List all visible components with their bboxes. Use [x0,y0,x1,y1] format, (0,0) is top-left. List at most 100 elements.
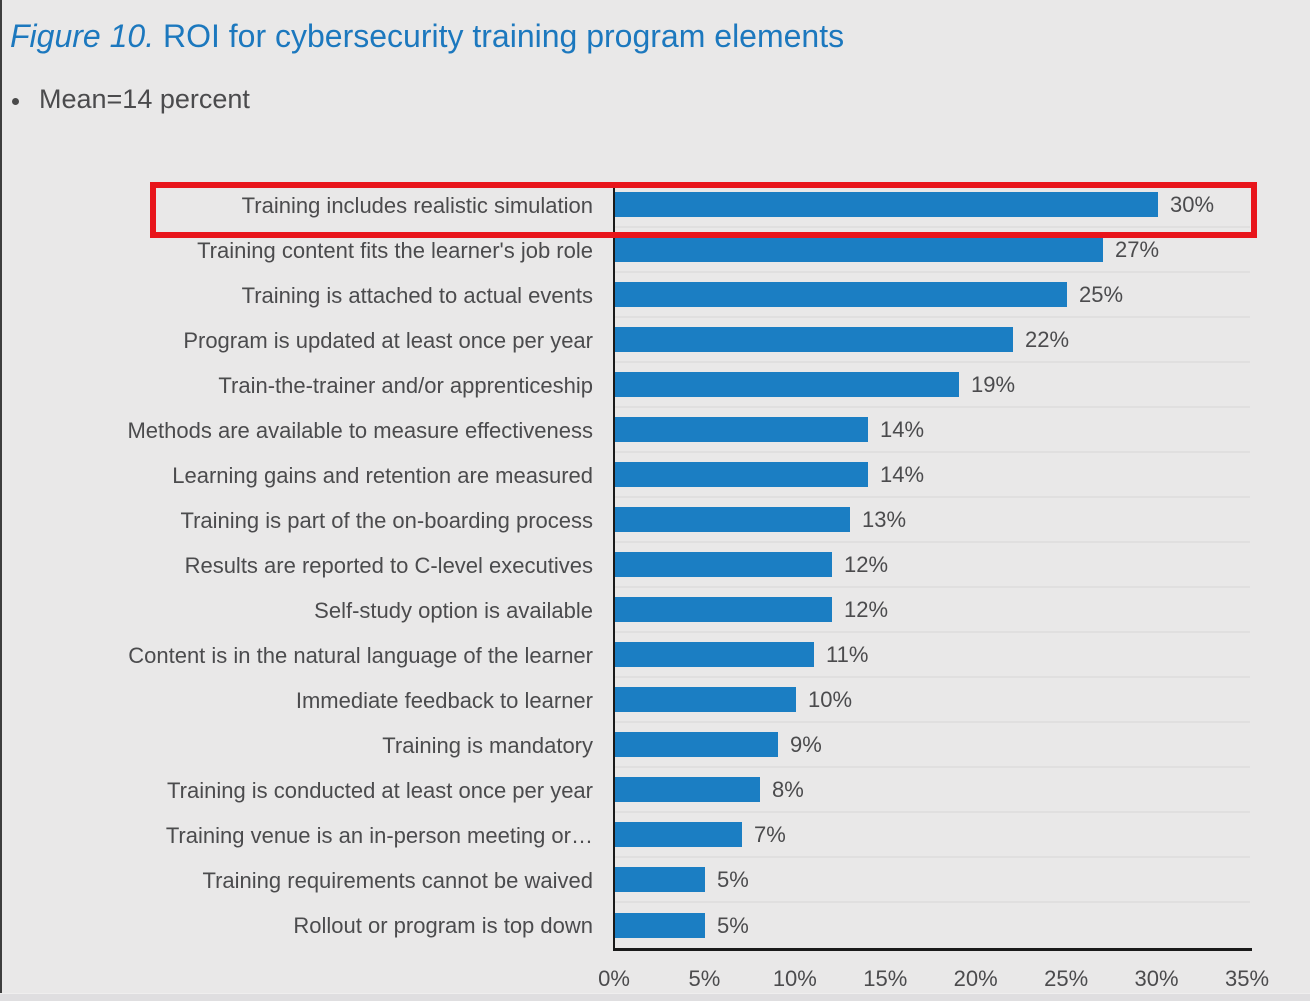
value-label: 5% [717,866,749,892]
x-tick-label: 35% [1224,966,1270,991]
chart-row: Results are reported to C-level executiv… [0,543,1250,588]
bar [615,192,1158,217]
chart-row: Training content fits the learner's job … [0,228,1250,273]
category-label: Training content fits the learner's job … [197,238,593,263]
value-label: 12% [844,551,889,577]
value-label: 12% [844,596,889,622]
x-tick-label: 15% [863,966,908,991]
category-label: Train-the-trainer and/or apprenticeship [218,373,593,398]
chart-row: Immediate feedback to learner 10% [0,678,1250,723]
bar [615,777,760,802]
category-label: Rollout or program is top down [293,913,593,938]
plot-cell: 22% [615,318,1250,363]
bar [615,417,868,442]
value-label: 27% [1115,236,1160,262]
x-axis-ticks: 0% 5% 10% 15% 20% 25% 30% 35% [0,966,1310,994]
figure-title: Figure 10. ROI for cybersecurity trainin… [10,18,844,55]
chart-row: Training is part of the on-boarding proc… [0,498,1250,543]
figure-title-text: ROI for cybersecurity training program e… [154,18,845,54]
bar [615,913,705,938]
value-label: 22% [1025,326,1070,352]
bullet-icon [12,97,19,105]
bar [615,327,1013,352]
bar [615,282,1067,307]
chart-row: Training is mandatory 9% [0,723,1250,768]
x-tick-label: 10% [772,966,817,991]
category-label: Training requirements cannot be waived [202,868,593,893]
value-label: 8% [772,776,804,802]
chart-row: Content is in the natural language of th… [0,633,1250,678]
chart-row: Self-study option is available 12% [0,588,1250,633]
chart-row: Methods are available to measure effecti… [0,408,1250,453]
bar [615,732,778,757]
bar [615,552,832,577]
bar [615,462,868,487]
x-tick-label: 20% [953,966,998,991]
value-label: 30% [1170,191,1215,217]
value-label: 14% [880,461,925,487]
bar [615,822,742,847]
plot-cell: 30% [615,183,1250,228]
plot-cell: 13% [615,498,1250,543]
chart-row: Rollout or program is top down 5% [0,903,1250,948]
plot-cell: 5% [615,858,1250,903]
value-label: 25% [1079,281,1124,307]
value-label: 9% [790,731,822,757]
plot-cell: 8% [615,768,1250,813]
value-label: 13% [862,506,907,532]
value-label: 11% [826,641,869,667]
chart-row: Train-the-trainer and/or apprenticeship 1… [0,363,1250,408]
value-label: 10% [808,686,853,712]
plot-cell: 5% [615,903,1250,948]
plot-cell: 25% [615,273,1250,318]
category-label: Training venue is an in-person meeting o… [165,823,593,848]
subtitle-text: Mean=14 percent [39,84,250,114]
category-label: Training is conducted at least once per … [167,778,593,803]
bar [615,507,850,532]
plot-cell: 10% [615,678,1250,723]
category-label: Methods are available to measure effecti… [127,418,593,443]
x-axis-line [613,948,1252,951]
plot-cell: 11% [615,633,1250,678]
bar [615,867,705,892]
category-label: Results are reported to C-level executiv… [184,553,593,578]
category-label: Training is part of the on-boarding proc… [180,508,593,533]
chart-row: Training is attached to actual events 25% [0,273,1250,318]
chart-row: Learning gains and retention are measure… [0,453,1250,498]
plot-cell: 7% [615,813,1250,858]
plot-cell: 27% [615,228,1250,273]
value-label: 14% [880,416,925,442]
x-tick-label: 25% [1044,966,1089,991]
x-tick-label: 5% [688,966,721,991]
y-axis-line [613,183,615,951]
window-left-border [0,0,2,1001]
category-label: Self-study option is available [314,598,593,623]
plot-cell: 14% [615,408,1250,453]
category-label: Immediate feedback to learner [295,688,593,713]
x-tick-label: 30% [1134,966,1179,991]
category-label: Learning gains and retention are measure… [172,463,593,488]
plot-cell: 12% [615,588,1250,633]
plot-cell: 19% [615,363,1250,408]
plot-cell: 12% [615,543,1250,588]
value-label: 5% [717,912,749,938]
category-label: Content is in the natural language of th… [128,643,593,668]
bar [615,597,832,622]
category-label: Training is attached to actual events [241,283,593,308]
chart-row: Training venue is an in-person meeting o… [0,813,1250,858]
x-tick-label: 0% [598,966,630,991]
category-label: Training is mandatory [382,733,593,758]
value-label: 7% [754,821,786,847]
chart-row: Training is conducted at least once per … [0,768,1250,813]
chart-row: Program is updated at least once per yea… [0,318,1250,363]
plot-cell: 9% [615,723,1250,768]
subtitle-bullet-line: Mean=14 percent [10,84,250,115]
value-label: 19% [971,371,1016,397]
figure-number-label: Figure 10. [10,18,155,54]
plot-cell: 14% [615,453,1250,498]
category-label: Program is updated at least once per yea… [183,328,593,353]
bar [615,642,814,667]
bottom-edge [0,993,1310,1001]
chart-row: Training includes realistic simulation 30… [0,183,1250,228]
